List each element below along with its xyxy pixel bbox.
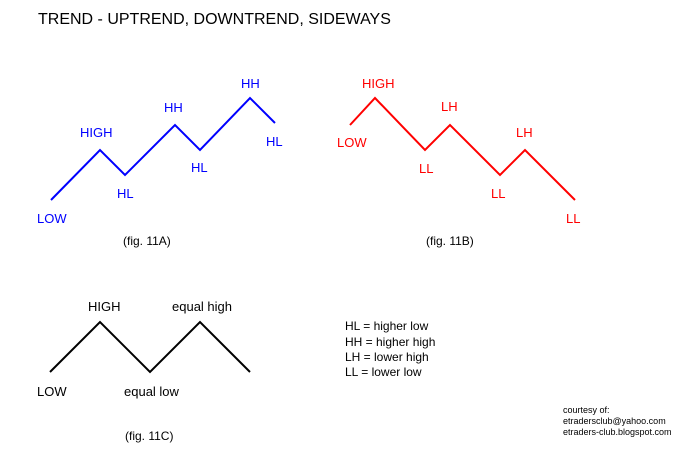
uptrend-label-hl-2: HL (191, 160, 208, 175)
legend-item-hl: HL = higher low (345, 319, 429, 333)
uptrend-label-hh-2: HH (241, 76, 260, 91)
sideways-label-equal-low: equal low (124, 384, 180, 399)
legend-item-lh: LH = lower high (345, 350, 429, 364)
downtrend-line (349, 96, 576, 201)
credit-line-1: courtesy of: (563, 405, 610, 415)
figure-sideways: LOW HIGH equal low equal high (fig. 11C) (37, 299, 251, 443)
credit-email: etradersclub@yahoo.com (563, 416, 666, 426)
downtrend-label-ll-1: LL (419, 161, 433, 176)
sideways-label-low: LOW (37, 384, 67, 399)
credit-blog: etraders-club.blogspot.com (563, 427, 672, 437)
uptrend-label-hl-1: HL (117, 186, 134, 201)
sideways-label-equal-high: equal high (172, 299, 232, 314)
sideways-caption: (fig. 11C) (125, 429, 173, 443)
uptrend-label-hh-1: HH (164, 100, 183, 115)
figure-downtrend: LOW HIGH LL LH LL LH LL (fig. 11B) (337, 76, 580, 248)
uptrend-label-low: LOW (37, 211, 67, 226)
downtrend-label-lh-1: LH (441, 99, 458, 114)
diagram-title: TREND - UPTREND, DOWNTREND, SIDEWAYS (38, 11, 391, 28)
sideways-line (49, 320, 251, 374)
downtrend-label-ll-3: LL (566, 211, 580, 226)
sideways-label-high: HIGH (88, 299, 121, 314)
credit-block: courtesy of: etradersclub@yahoo.com etra… (563, 405, 672, 437)
downtrend-label-ll-2: LL (491, 186, 505, 201)
legend-item-ll: LL = lower low (345, 365, 422, 379)
uptrend-line (50, 96, 276, 201)
uptrend-caption: (fig. 11A) (123, 234, 171, 248)
legend-item-hh: HH = higher high (345, 335, 435, 349)
downtrend-label-low: LOW (337, 135, 367, 150)
downtrend-caption: (fig. 11B) (426, 234, 474, 248)
downtrend-label-high: HIGH (362, 76, 395, 91)
figure-uptrend: LOW HIGH HL HH HL HH HL (fig. 11A) (37, 76, 283, 248)
legend: HL = higher low HH = higher high LH = lo… (345, 319, 435, 379)
uptrend-label-hl-3: HL (266, 134, 283, 149)
downtrend-label-lh-2: LH (516, 125, 533, 140)
uptrend-label-high: HIGH (80, 125, 113, 140)
